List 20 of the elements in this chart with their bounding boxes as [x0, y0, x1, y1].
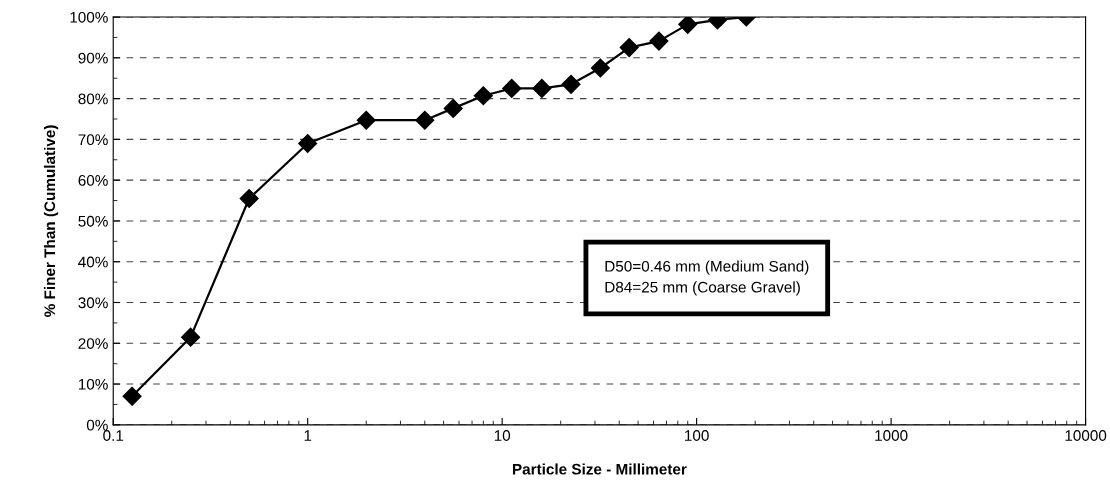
y-axis-title: % Finer Than (Cumulative)	[43, 125, 59, 317]
y-tick-label: 70%	[78, 134, 108, 146]
x-tick-label: 10000	[1065, 430, 1107, 441]
y-tick-label: 90%	[78, 52, 108, 64]
y-tick-label: 30%	[78, 297, 108, 309]
y-tick-label: 10%	[78, 378, 108, 390]
x-tick-label: 1000	[875, 430, 908, 441]
y-tick-label: 60%	[78, 175, 108, 186]
x-axis-title: Particle Size - Millimeter	[512, 463, 687, 475]
x-tick-label: 1	[304, 430, 312, 441]
y-tick-label: 20%	[78, 338, 108, 349]
x-tick-label: 100	[685, 430, 709, 441]
y-tick-label: 40%	[78, 256, 108, 268]
y-tick-label: 80%	[78, 93, 108, 105]
x-tick-label: 0.1	[103, 430, 124, 441]
y-tick-label: 0%	[86, 419, 108, 431]
y-tick-label: 50%	[78, 215, 108, 227]
y-tick-label: 100%	[70, 11, 108, 23]
annotation: D50=0.46 mm (Medium Sand) D84=25 mm (Coarse Gravel)	[605, 260, 809, 296]
x-tick-label: 10	[494, 430, 511, 441]
